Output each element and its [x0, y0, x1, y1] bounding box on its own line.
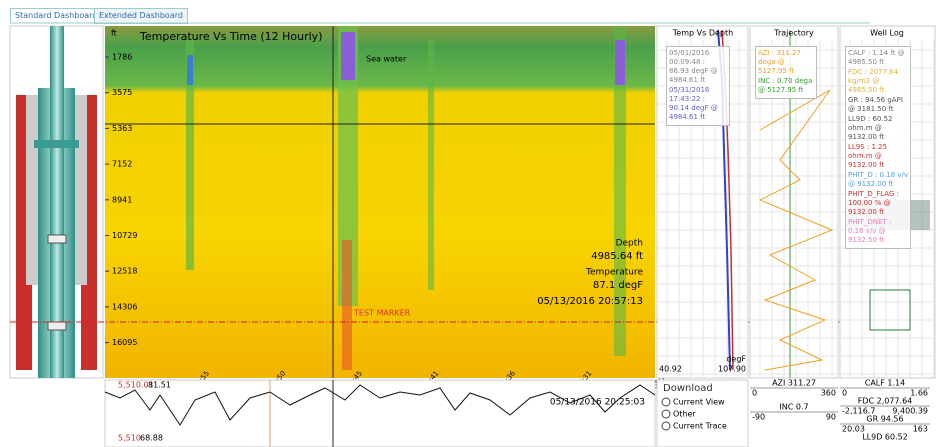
scale-min: 0	[752, 389, 757, 398]
y-tick-label: 16095	[112, 338, 137, 347]
scale-label: FDC 2,077.64	[858, 397, 913, 406]
scale-max: 90	[826, 413, 836, 422]
y-tick-label: 1786	[112, 53, 132, 62]
axis-unit: degF	[726, 355, 746, 364]
download-title: Download	[663, 383, 713, 394]
tooltip-line: LL9D : 60.52 ohm.m @ 9132.00 ft	[848, 115, 908, 142]
mandrel	[48, 322, 66, 330]
readout: 05/13/2016 20:57:13	[537, 296, 643, 307]
scale-max: 1.66	[910, 389, 928, 398]
heat-streak	[341, 32, 355, 80]
tooltip-line: AZI : 311.27 dega @ 5127.95 ft	[758, 49, 814, 76]
tooltip: 05/01/2016 00:09:48 : 86.93 degF @ 4984.…	[666, 46, 730, 126]
tooltip-line: 05/31/2016 17:43:22 : 90.14 degF @ 4984.…	[669, 86, 727, 122]
cement	[75, 95, 87, 285]
download-option: Other	[673, 410, 696, 419]
trend-panel	[105, 380, 655, 447]
scale-min: -90	[752, 413, 765, 422]
panel-title: Temp Vs Depth	[672, 29, 733, 38]
heatmap-title: Temperature Vs Time (12 Hourly)	[139, 30, 322, 43]
heat-streak	[342, 240, 352, 370]
y-tick-label: 8941	[112, 195, 132, 204]
tooltip-line: LL9S : 1.25 ohm.m @ 9132.00 ft	[848, 143, 908, 170]
download-option: Current View	[673, 398, 725, 407]
tooltip-line: PHIT_DNET : 0.16 v/v @ 9132.50 ft	[848, 218, 908, 245]
panel-title: Well Log	[870, 29, 904, 38]
y-tick-label: 12518	[112, 267, 137, 276]
mandrel	[48, 235, 66, 243]
y-tick-label: 3575	[112, 88, 132, 97]
annotation: Sea water	[366, 55, 407, 64]
scale-max: 163	[913, 425, 928, 434]
y-tick-label: 14306	[112, 302, 137, 311]
scale-label: LL9D 60.52	[862, 433, 908, 442]
trend-label: 68.88	[140, 434, 163, 443]
readout: 87.1 degF	[593, 280, 643, 291]
marker-label: TEST MARKER	[353, 309, 411, 318]
packer	[34, 140, 79, 148]
tooltip-line: FDC : 2077.64 kg/m3 @ 4985.50 ft	[848, 68, 908, 95]
tooltip-line: CALF : 1.14 ft @ 4985.50 ft	[848, 49, 908, 67]
readout: Depth	[616, 239, 643, 249]
y-unit: ft	[111, 29, 117, 38]
scale-min: 0	[842, 389, 847, 398]
scale-label: CALF 1.14	[865, 379, 905, 388]
trend-time: 05/13/2016 20:25:03	[550, 398, 645, 408]
trend-label: 5,510	[118, 434, 141, 443]
trend-label: 81.51	[148, 381, 171, 390]
readout: 4985.64 ft	[591, 251, 643, 262]
heat-streak	[615, 40, 625, 85]
scale-max: 360	[821, 389, 836, 398]
heat-streak	[187, 55, 193, 85]
tooltip-line: INC : 0.70 dega @ 5127.95 ft	[758, 77, 814, 95]
axis-max: 107.90	[718, 365, 746, 374]
panel-title: Trajectory	[773, 29, 814, 38]
download-option: Current Trace	[673, 422, 727, 431]
tooltip-line: PHIT_D : 0.18 v/v @ 9132.00 ft	[848, 171, 908, 189]
scale-label: GR 94.56	[866, 415, 903, 424]
tooltip-line: PHIT_D_FLAG : 100.00 % @ 9132.00 ft	[848, 190, 908, 217]
page: Standard Dashboard1 Extended Dashboard T…	[0, 0, 940, 447]
axis-min: 40.92	[659, 365, 682, 374]
scale-label: INC 0.7	[779, 403, 808, 412]
tooltip-line: GR : 94.56 gAPI @ 3181.50 ft	[848, 96, 908, 114]
y-tick-label: 10729	[112, 231, 137, 240]
heat-streak	[428, 40, 434, 290]
tooltip-line: 05/01/2016 00:09:48 : 86.93 degF @ 4984.…	[669, 49, 727, 85]
scale-label: AZI 311.27	[772, 379, 816, 388]
readout: Temperature	[585, 268, 643, 278]
cement	[26, 95, 38, 285]
y-tick-label: 7152	[112, 160, 132, 169]
y-tick-label: 5363	[112, 124, 132, 133]
